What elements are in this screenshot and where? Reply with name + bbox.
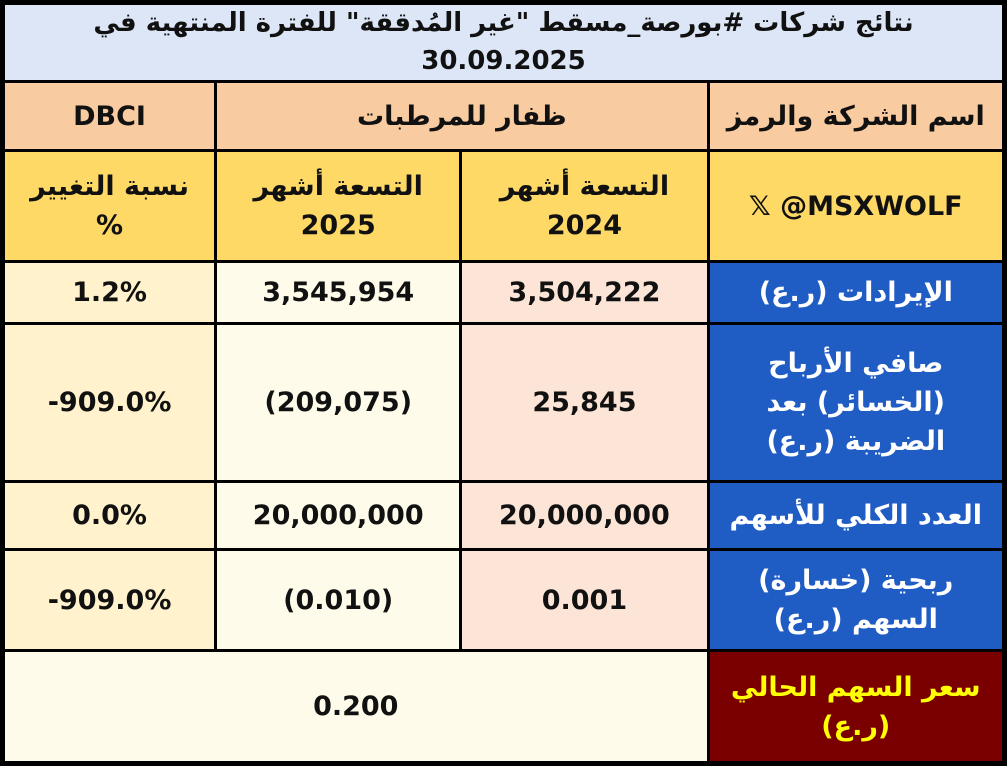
row-label: الإيرادات (ر.ع) [706, 260, 1007, 326]
cell: 1.2% [0, 260, 218, 326]
cell: 3,504,222 [459, 260, 710, 326]
data-row: ربحية (خسارة) السهم (ر.ع) 0.001 (0.010) … [0, 548, 1007, 653]
handle: 𝕏 @MSXWOLF [706, 149, 1007, 264]
company-name: ظفار للمرطبات [214, 80, 710, 153]
title: نتائج شركات #بورصة_مسقط "غير المُدققة" ل… [1, 0, 1006, 84]
cell: 25,845 [459, 322, 710, 484]
data-row: العدد الكلي للأسهم 20,000,000 20,000,000… [0, 480, 1007, 552]
cell: 3,545,954 [214, 260, 463, 326]
row-label: العدد الكلي للأسهم [706, 480, 1007, 552]
cell: (209,075) [214, 322, 463, 484]
header-cell: التسعة أشهر 2024 [459, 149, 710, 264]
cell: 0.001 [459, 548, 710, 653]
price-value: 0.200 [1, 649, 710, 766]
ticker: DBCI [0, 80, 218, 153]
header-row: 𝕏 @MSXWOLF التسعة أشهر 2024 التسعة أشهر … [0, 149, 1007, 264]
cell: (0.010) [214, 548, 463, 653]
data-row: صافي الأرباح (الخسائر) بعد الضريبة (ر.ع)… [0, 322, 1007, 484]
title-row: نتائج شركات #بورصة_مسقط "غير المُدققة" ل… [1, 0, 1006, 84]
cell: 20,000,000 [459, 480, 710, 552]
price-row: سعر السهم الحالي (ر.ع) 0.200 [1, 649, 1007, 766]
cell: 0.0% [0, 480, 218, 552]
cell: -909.0% [0, 322, 218, 484]
data-row: الإيرادات (ر.ع) 3,504,222 3,545,954 1.2% [0, 260, 1007, 326]
price-label: سعر السهم الحالي (ر.ع) [706, 649, 1007, 766]
row-label: ربحية (خسارة) السهم (ر.ع) [706, 548, 1007, 653]
header-row: اسم الشركة والرمز ظفار للمرطبات DBCI [0, 80, 1007, 153]
header-cell: نسبة التغيير % [0, 149, 218, 264]
header-cell: التسعة أشهر 2025 [214, 149, 463, 264]
header-cell: اسم الشركة والرمز [706, 80, 1007, 153]
cell: 20,000,000 [214, 480, 463, 552]
cell: -909.0% [0, 548, 218, 653]
row-label: صافي الأرباح (الخسائر) بعد الضريبة (ر.ع) [706, 322, 1007, 484]
